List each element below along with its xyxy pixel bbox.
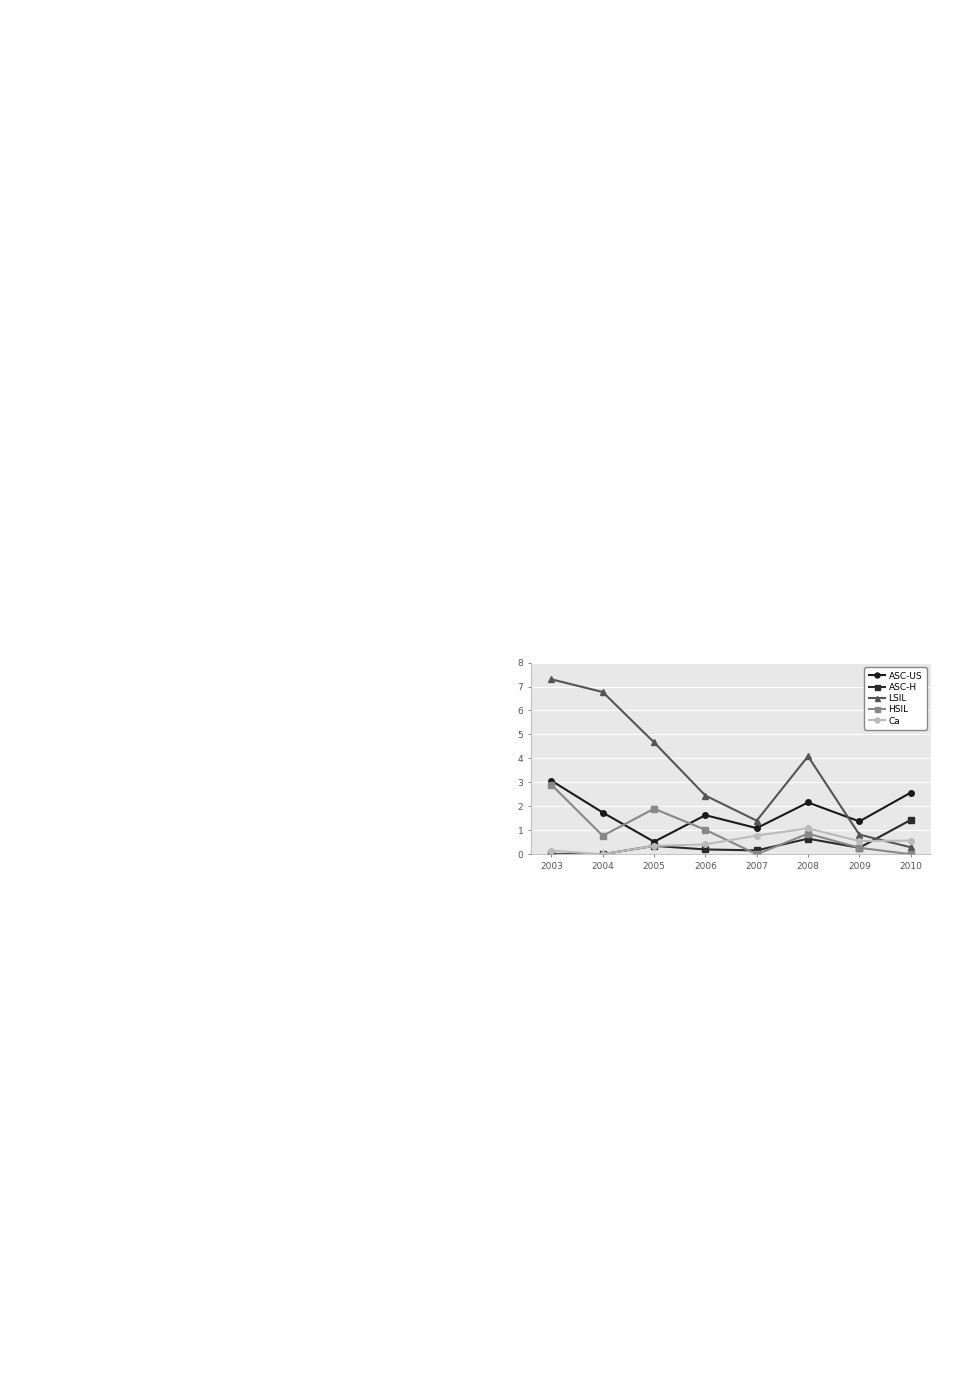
Line: Ca: Ca <box>548 825 914 857</box>
ASC-H <box>597 846 609 863</box>
LSIL <box>853 826 865 843</box>
Ca <box>751 828 762 845</box>
ASC-US <box>853 813 865 829</box>
ASC-US <box>803 795 814 811</box>
HSIL <box>700 821 711 838</box>
LSIL <box>700 788 711 804</box>
LSIL <box>648 733 660 750</box>
HSIL <box>803 825 814 842</box>
Legend: ASC-US, ASC-H, LSIL, HSIL, Ca: ASC-US, ASC-H, LSIL, HSIL, Ca <box>864 667 926 731</box>
Ca <box>597 846 609 863</box>
Ca <box>803 820 814 836</box>
LSIL <box>803 747 814 764</box>
ASC-H <box>648 838 660 854</box>
Ca <box>648 838 660 854</box>
ASC-H <box>905 811 917 828</box>
ASC-H <box>700 842 711 858</box>
LSIL <box>751 813 762 829</box>
HSIL <box>853 839 865 856</box>
Line: ASC-H: ASC-H <box>548 817 914 857</box>
HSIL <box>545 776 557 793</box>
ASC-US <box>751 820 762 836</box>
LSIL <box>905 839 917 856</box>
ASC-US <box>545 772 557 789</box>
Ca <box>853 833 865 850</box>
HSIL <box>597 828 609 845</box>
HSIL <box>648 800 660 817</box>
ASC-US <box>648 833 660 850</box>
LSIL <box>545 671 557 688</box>
Line: ASC-US: ASC-US <box>548 778 914 845</box>
HSIL <box>751 846 762 863</box>
Ca <box>905 832 917 849</box>
ASC-H <box>751 842 762 858</box>
LSIL <box>597 683 609 700</box>
Line: LSIL: LSIL <box>548 676 914 850</box>
Ca <box>545 842 557 858</box>
ASC-H <box>853 839 865 856</box>
HSIL <box>905 846 917 863</box>
Line: HSIL: HSIL <box>548 782 914 857</box>
ASC-H <box>803 831 814 847</box>
ASC-US <box>700 807 711 824</box>
ASC-US <box>905 785 917 801</box>
ASC-H <box>545 846 557 863</box>
Ca <box>700 836 711 853</box>
ASC-US <box>597 804 609 821</box>
